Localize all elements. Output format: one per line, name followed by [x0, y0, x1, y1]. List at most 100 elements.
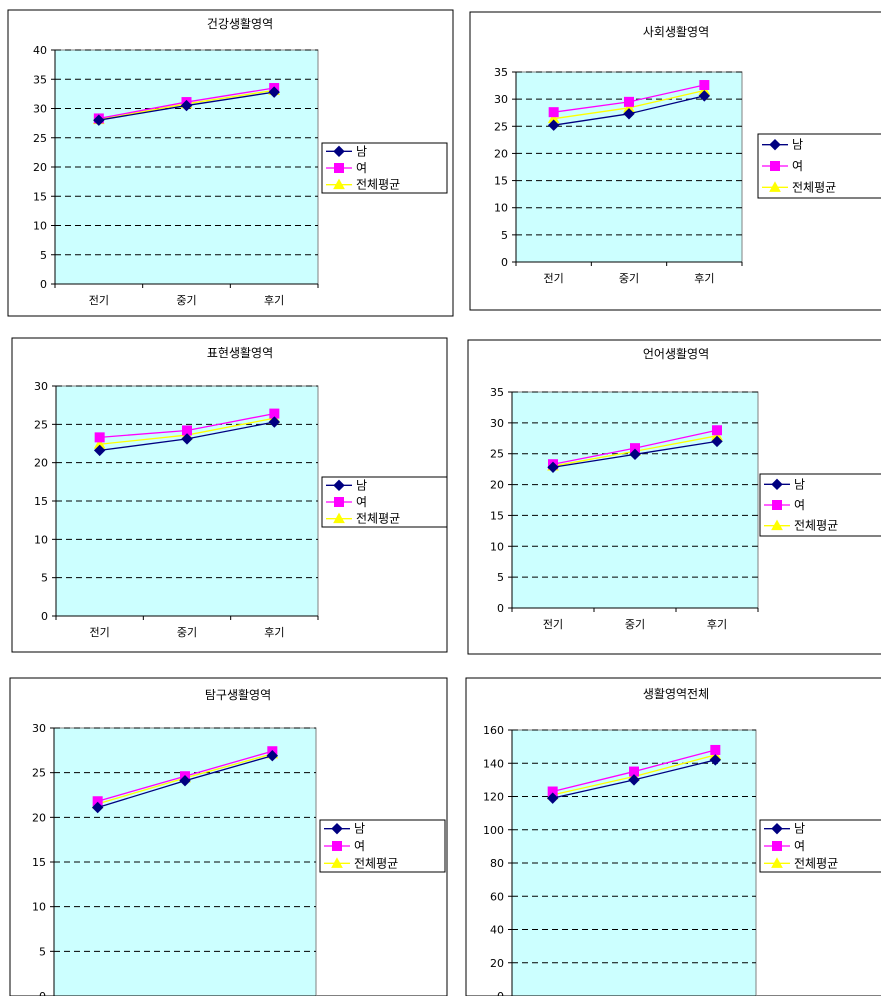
y-tick-label: 15	[494, 175, 508, 188]
y-tick-label: 0	[41, 610, 48, 623]
y-tick-label: 5	[39, 945, 46, 958]
legend-label: 남	[792, 138, 803, 152]
data-point	[266, 749, 279, 762]
legend-marker	[334, 163, 344, 173]
legend-label: 여	[354, 839, 365, 853]
y-tick-label: 15	[33, 190, 47, 203]
legend-label: 전체평균	[356, 512, 400, 526]
x-tick-label: 후기	[264, 626, 284, 639]
y-tick-label: 10	[34, 533, 48, 546]
legend-label: 전체평균	[794, 519, 838, 533]
legend-marker	[331, 822, 343, 835]
data-point	[268, 86, 280, 98]
y-tick-label: 0	[501, 256, 508, 269]
legend-marker	[332, 841, 342, 851]
y-tick-label: 25	[33, 132, 47, 145]
y-tick-label: 5	[40, 249, 47, 262]
legend-label: 남	[354, 822, 365, 836]
legend-marker	[771, 478, 783, 491]
y-tick-label: 30	[33, 103, 47, 116]
legend-label: 여	[794, 839, 805, 853]
data-point	[93, 444, 106, 457]
y-tick-label: 30	[490, 417, 504, 430]
y-tick-label: 120	[483, 791, 504, 804]
chart-title: 건강생활영역	[207, 17, 273, 31]
chart-5: 051015202530전기중기후기탐구생활영역남여전체평균	[9, 677, 448, 996]
data-point	[624, 96, 634, 107]
y-tick-label: 20	[490, 957, 504, 970]
y-tick-label: 40	[33, 44, 47, 57]
legend-marker	[770, 161, 780, 171]
chart-title: 사회생활영역	[643, 25, 709, 39]
legend-marker	[333, 178, 345, 190]
plot-area	[511, 391, 759, 609]
data-point	[180, 99, 193, 112]
legend-label: 남	[356, 478, 367, 492]
y-tick-label: 30	[494, 93, 508, 106]
chart-6: 020406080100120140160전기중기후기생활영역전체남여전체평균	[465, 677, 881, 996]
legend-label: 여	[792, 159, 803, 173]
legend-label: 전체평균	[792, 180, 836, 194]
legend-label: 여	[794, 498, 805, 512]
data-point	[710, 744, 721, 755]
y-tick-label: 100	[483, 824, 504, 837]
y-tick-label: 35	[33, 73, 47, 86]
x-tick-label: 후기	[694, 272, 714, 285]
data-point	[628, 774, 640, 786]
legend-marker	[771, 857, 783, 868]
legend-label: 전체평균	[356, 178, 400, 192]
chart-title: 표현생활영역	[207, 346, 273, 360]
y-tick-label: 80	[490, 857, 504, 870]
y-tick-label: 10	[33, 220, 47, 233]
data-point	[268, 416, 281, 428]
y-tick-label: 25	[34, 418, 48, 431]
legend-label: 남	[794, 822, 805, 836]
data-point	[709, 754, 722, 766]
x-tick-label: 전기	[543, 618, 563, 631]
data-point	[91, 801, 104, 814]
legend-marker	[331, 857, 343, 868]
chart-title: 생활영역전체	[643, 687, 709, 701]
y-tick-label: 60	[490, 890, 504, 903]
x-tick-label: 전기	[90, 626, 110, 639]
y-tick-label: 10	[494, 202, 508, 215]
y-tick-label: 5	[501, 229, 508, 242]
y-tick-label: 20	[490, 479, 504, 492]
y-tick-label: 25	[490, 448, 504, 461]
y-tick-label: 25	[494, 120, 508, 133]
x-tick-label: 후기	[707, 618, 727, 631]
data-point	[547, 461, 559, 473]
y-tick-label: 40	[490, 924, 504, 937]
data-point	[546, 792, 559, 804]
chart-title: 탐구생활영역	[205, 688, 271, 702]
y-tick-label: 160	[483, 724, 504, 737]
y-tick-label: 35	[490, 386, 504, 399]
y-tick-label: 5	[41, 572, 48, 585]
y-tick-label: 0	[39, 990, 46, 996]
y-tick-label: 140	[483, 757, 504, 770]
legend-marker	[334, 497, 344, 507]
y-tick-label: 25	[32, 767, 46, 780]
x-tick-label: 중기	[177, 626, 197, 639]
y-tick-label: 20	[32, 811, 46, 824]
legend-marker	[333, 479, 345, 492]
legend-label: 전체평균	[794, 856, 838, 870]
data-point	[699, 80, 710, 91]
legend-marker	[333, 145, 345, 158]
y-tick-label: 0	[497, 990, 504, 996]
data-point	[712, 425, 722, 436]
x-tick-label: 중기	[176, 294, 196, 307]
data-point	[547, 119, 560, 131]
legend-label: 남	[794, 477, 805, 491]
y-tick-label: 20	[34, 457, 48, 470]
data-point	[629, 448, 641, 461]
data-point	[94, 432, 105, 443]
data-point	[623, 108, 635, 120]
legend-marker	[771, 519, 783, 531]
data-point	[179, 774, 191, 787]
